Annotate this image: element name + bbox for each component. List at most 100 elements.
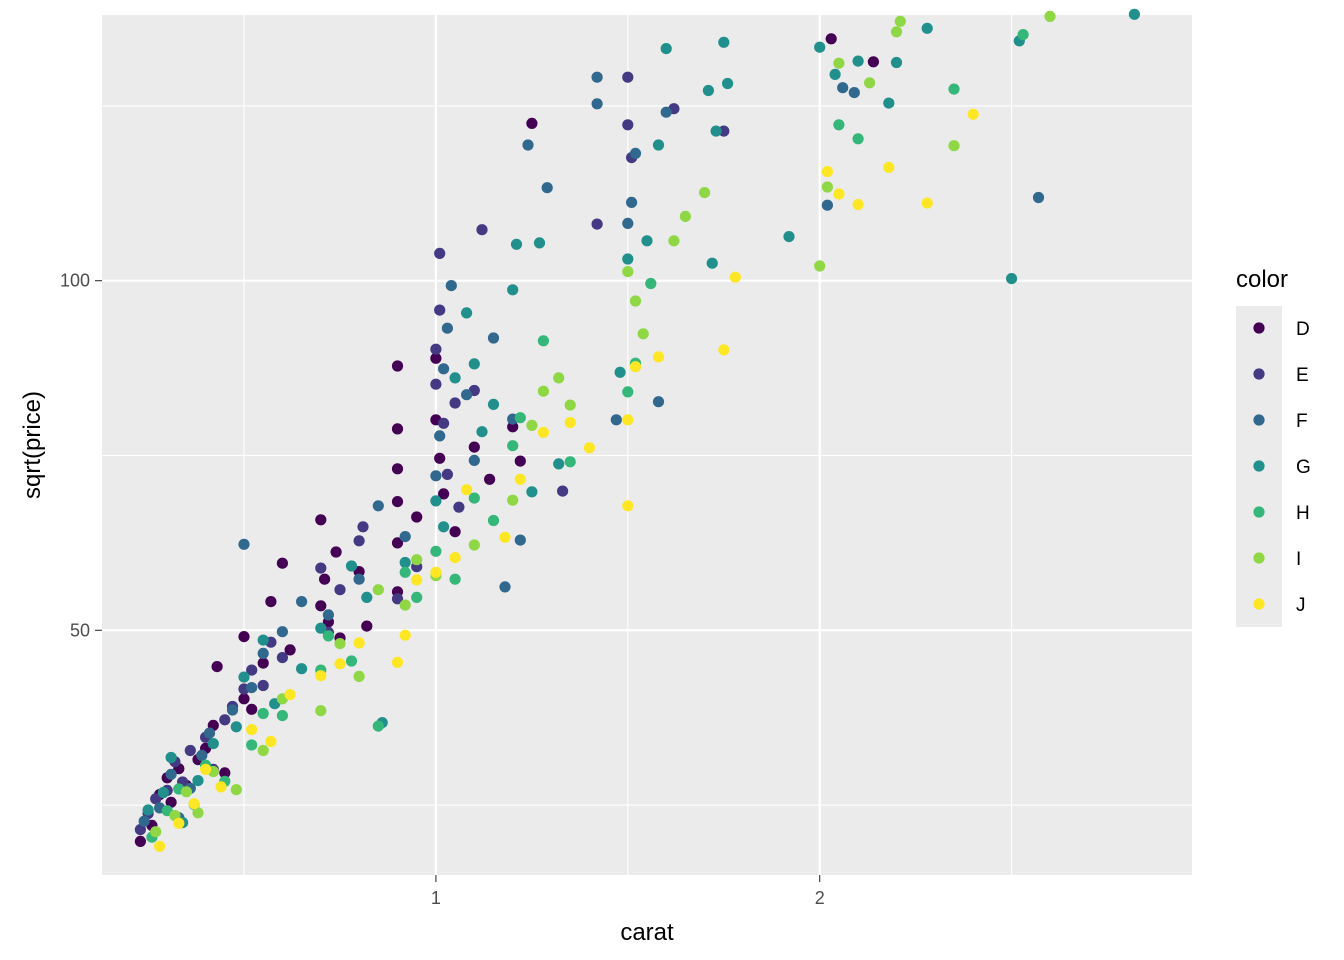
data-point-D [284, 644, 296, 656]
data-point-D [211, 661, 223, 673]
data-point-D [265, 596, 277, 608]
data-point-D [330, 546, 342, 558]
data-point-F [399, 531, 411, 543]
data-point-J [652, 351, 665, 363]
data-point-I [948, 140, 960, 152]
data-point-I [150, 826, 162, 838]
data-point-G [461, 307, 473, 319]
y-axis: 50 100 [60, 271, 102, 640]
data-point-F [837, 82, 849, 94]
data-point-H [345, 655, 358, 667]
data-point-G [526, 486, 538, 498]
data-point-J [315, 670, 327, 682]
data-point-D [165, 796, 177, 808]
data-point-I [468, 539, 480, 551]
data-point-D [484, 473, 496, 485]
data-point-I [507, 494, 519, 506]
data-point-E [184, 744, 196, 757]
data-point-E [219, 714, 231, 726]
data-point-H [948, 83, 960, 95]
legend-label-F: F [1296, 411, 1308, 432]
data-point-G [230, 721, 242, 733]
data-point-H [322, 630, 334, 642]
data-point-E [476, 224, 488, 236]
data-point-D [319, 573, 331, 585]
data-point-J [154, 840, 166, 852]
data-point-G [507, 284, 519, 296]
data-point-J [449, 552, 461, 564]
data-point-G [399, 556, 411, 569]
x-axis-title: carat [620, 919, 674, 946]
data-point-E [434, 304, 446, 316]
data-point-F [541, 182, 553, 194]
y-axis-title: sqrt(price) [19, 391, 46, 499]
data-point-H [514, 412, 526, 424]
data-point-F [430, 470, 442, 482]
data-point-G [614, 366, 626, 378]
data-point-G [702, 84, 715, 97]
data-point-G [468, 358, 480, 370]
data-point-G [476, 426, 488, 438]
data-point-F [246, 682, 258, 694]
data-point-H [537, 335, 550, 347]
data-point-I [637, 328, 649, 340]
data-point-D [391, 496, 404, 508]
data-point-G [296, 663, 308, 675]
legend-key-E [1253, 368, 1265, 380]
data-point-D [315, 514, 327, 526]
data-point-H [852, 133, 864, 145]
data-point-G [921, 22, 933, 34]
data-point-I [629, 295, 642, 307]
panel-background [102, 15, 1192, 875]
data-point-I [411, 554, 423, 566]
data-point-F [487, 332, 500, 344]
data-point-D [391, 360, 404, 372]
data-point-E [134, 824, 146, 836]
data-point-G [890, 56, 903, 69]
data-point-D [257, 657, 269, 669]
legend-key-I [1253, 552, 1265, 564]
data-point-F [610, 414, 622, 426]
data-point-H [257, 707, 269, 720]
data-point-I [668, 235, 680, 247]
data-point-F [138, 815, 150, 827]
data-point-D [238, 693, 250, 705]
data-point-D [361, 620, 373, 632]
legend-label-J: J [1296, 595, 1306, 616]
data-point-J [622, 500, 634, 512]
data-point-E [453, 501, 465, 513]
data-point-J [852, 198, 864, 211]
legend-key-D [1253, 322, 1265, 334]
data-point-J [718, 344, 730, 356]
legend-key-G [1253, 460, 1265, 472]
data-point-I [553, 372, 565, 384]
data-point-I [180, 786, 192, 798]
data-point-H [430, 545, 442, 557]
data-point-G [361, 591, 373, 604]
data-point-D [391, 463, 404, 475]
data-point-F [165, 768, 177, 780]
data-point-I [334, 638, 346, 650]
data-point-F [238, 538, 250, 550]
data-point-G [315, 622, 327, 634]
data-point-H [411, 591, 423, 604]
data-point-H [487, 514, 500, 527]
data-point-D [825, 33, 837, 45]
legend-label-G: G [1296, 457, 1311, 478]
data-point-E [622, 119, 634, 131]
data-point-E [246, 664, 258, 676]
data-point-J [200, 763, 212, 776]
data-point-I [821, 181, 834, 193]
data-point-E [718, 125, 730, 137]
y-tick-label: 50 [70, 620, 90, 640]
data-point-D [430, 352, 442, 364]
data-point-G [192, 775, 204, 787]
data-point-G [157, 786, 169, 799]
legend-key-F [1253, 414, 1265, 426]
data-point-F [196, 749, 208, 762]
data-point-J [284, 689, 296, 701]
data-point-F [626, 196, 638, 208]
data-point-G [430, 495, 442, 507]
data-point-D [315, 600, 327, 612]
